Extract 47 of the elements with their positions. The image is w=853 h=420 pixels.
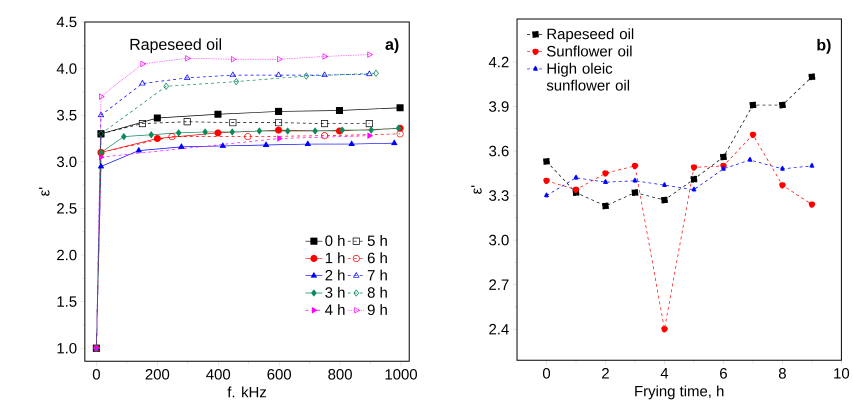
x-tick-label: 0	[542, 368, 550, 379]
y-tick-label: 3.9	[489, 101, 509, 112]
legend-label: 8 h	[368, 286, 387, 298]
x-tick-label: 4	[660, 368, 668, 378]
x-tick-label: 6	[720, 368, 727, 379]
y-axis-title: ε'	[471, 186, 482, 194]
x-tick-label: 10	[834, 368, 850, 379]
x-tick-label: 0	[92, 368, 100, 380]
y-tick-label: 1.5	[57, 296, 76, 307]
y-tick-label: 2.7	[489, 279, 509, 290]
y-tick-label: 3.3	[489, 190, 509, 201]
x-tick-label: 2	[602, 368, 609, 378]
x-tick-label: 1000	[386, 368, 417, 380]
legend-label: 7 h	[368, 269, 387, 280]
y-tick-label: 4.0	[56, 63, 76, 74]
legend-label: 1 h	[326, 252, 344, 264]
legend-label: 9 h	[368, 304, 387, 315]
x-tick-label: 600	[267, 368, 292, 380]
y-axis-title: ε'	[39, 188, 50, 196]
x-tick-label: 8	[778, 368, 786, 379]
annotation: Rapeseed oil	[130, 38, 221, 54]
legend-label: 5 h	[368, 234, 387, 246]
legend-label: 6 h	[368, 252, 387, 264]
x-tick-label: 200	[146, 368, 170, 380]
annotation: b)	[817, 38, 831, 54]
y-tick-label: 4.2	[488, 56, 509, 68]
y-tick-label: 1.0	[57, 342, 76, 354]
legend-label: 4 h	[325, 304, 344, 315]
x-tick-label: 400	[206, 368, 230, 380]
y-tick-label: 3.6	[489, 146, 509, 156]
legend-label: 3 h	[325, 286, 344, 298]
annotation: a)	[386, 38, 398, 54]
y-tick-label: 3.0	[489, 234, 509, 246]
legend-label: Sunflower oil	[547, 45, 632, 56]
x-axis-title: f. kHz	[228, 386, 266, 398]
y-tick-label: 2.4	[489, 324, 509, 334]
y-tick-label: 2.0	[57, 250, 76, 260]
x-tick-label: 800	[328, 368, 352, 380]
legend-label: Rapeseed oil	[548, 28, 634, 42]
y-tick-label: 3.0	[56, 156, 76, 167]
x-axis-title: Frying time, h	[635, 385, 724, 400]
y-tick-label: 4.5	[56, 16, 76, 28]
y-tick-label: 2.5	[57, 203, 76, 214]
y-tick-label: 3.5	[56, 110, 76, 120]
legend-label: 0 h	[325, 234, 344, 246]
legend-label: High oleic sunflower oil	[546, 62, 630, 91]
legend-label: 2 h	[325, 269, 344, 280]
